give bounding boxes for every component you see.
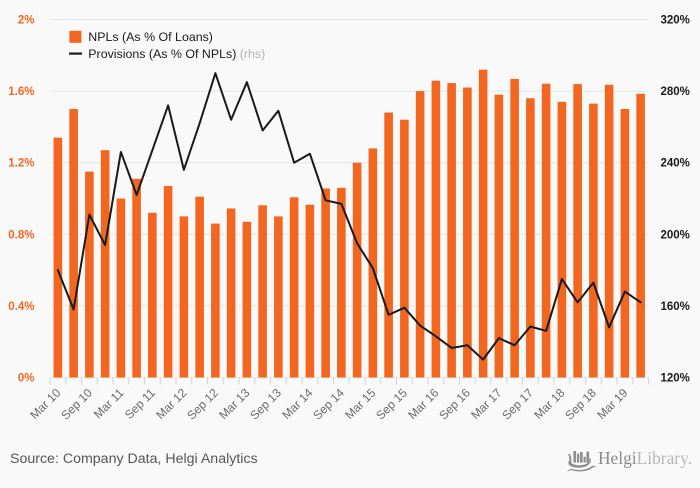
- svg-text:2%: 2%: [18, 15, 35, 27]
- svg-text:Source: Company Data, Helgi An: Source: Company Data, Helgi Analytics: [10, 451, 258, 467]
- svg-text:NPLs (As % Of Loans): NPLs (As % Of Loans): [88, 30, 213, 44]
- svg-text:240%: 240%: [661, 158, 690, 170]
- svg-text:HelgiLibrary.: HelgiLibrary.: [598, 448, 692, 468]
- svg-text:Provisions (As % Of NPLs) (rhs: Provisions (As % Of NPLs) (rhs): [88, 47, 265, 61]
- svg-text:160%: 160%: [661, 301, 690, 313]
- svg-text:0.8%: 0.8%: [8, 229, 34, 241]
- svg-text:120%: 120%: [661, 373, 690, 385]
- svg-text:280%: 280%: [661, 86, 690, 98]
- svg-text:1.6%: 1.6%: [8, 86, 34, 98]
- svg-text:200%: 200%: [661, 229, 690, 241]
- svg-text:1.2%: 1.2%: [8, 158, 34, 170]
- svg-text:0.4%: 0.4%: [8, 301, 34, 313]
- svg-text:320%: 320%: [661, 15, 690, 27]
- svg-text:0%: 0%: [18, 373, 35, 385]
